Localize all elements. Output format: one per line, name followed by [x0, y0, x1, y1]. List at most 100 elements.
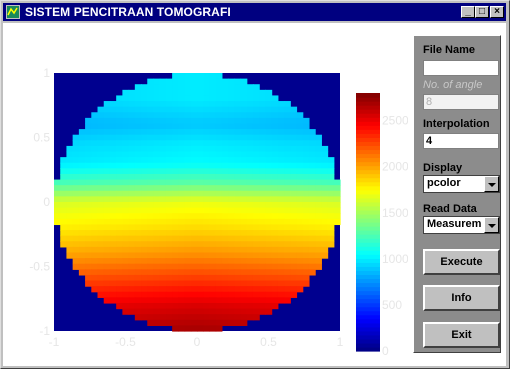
heatmap-cell — [203, 258, 211, 265]
heatmap-cell — [259, 280, 266, 287]
heatmap-cell — [165, 230, 173, 237]
heatmap-cell — [221, 246, 229, 254]
maximize-button[interactable]: □ — [475, 6, 489, 18]
heatmap-cell — [234, 145, 242, 153]
heatmap-cell — [159, 78, 167, 85]
heatmap-cell — [240, 145, 248, 153]
heatmap-cell — [109, 168, 117, 175]
heatmap-cell — [259, 162, 266, 169]
heatmap-cell — [78, 235, 86, 242]
heatmap-cell — [78, 134, 86, 141]
heatmap-cell — [85, 213, 92, 220]
minimize-icon: _ — [465, 6, 471, 17]
heatmap-cell — [333, 185, 341, 192]
info-button[interactable]: Info — [423, 285, 500, 311]
heatmap-cell — [153, 173, 161, 181]
heatmap-cell — [165, 157, 173, 164]
heatmap-cell — [234, 112, 242, 119]
heatmap-cell — [302, 134, 310, 141]
heatmap-cell — [302, 140, 310, 147]
heatmap-cell — [128, 291, 136, 298]
heatmap-cell — [190, 274, 198, 282]
heatmap-cell — [327, 213, 335, 220]
heatmap-cell — [246, 291, 254, 298]
heatmap-cell — [116, 246, 123, 254]
colorbar-segment — [356, 274, 380, 280]
heatmap-cell — [122, 179, 130, 186]
heatmap-cell — [159, 213, 167, 220]
heatmap-cell — [234, 297, 242, 304]
close-button[interactable]: × — [490, 6, 504, 18]
heatmap-cell — [296, 218, 304, 226]
heatmap-cell — [128, 117, 136, 125]
heatmap-cell — [134, 302, 142, 310]
display-dropdown-button[interactable] — [484, 176, 499, 192]
heatmap-cell — [228, 297, 235, 304]
heatmap-cell — [190, 185, 198, 192]
file-name-input[interactable] — [423, 60, 499, 76]
heatmap-cell — [290, 218, 298, 226]
minimize-button[interactable]: _ — [461, 6, 475, 18]
heatmap-cell — [103, 263, 111, 270]
heatmap-cell — [290, 241, 298, 248]
heatmap-cell — [103, 286, 111, 293]
heatmap-cell — [203, 151, 211, 158]
heatmap-cell — [271, 185, 279, 192]
read-data-dropdown[interactable]: Measurem — [423, 216, 500, 234]
heatmap-cell — [128, 157, 136, 164]
heatmap-cell — [184, 145, 192, 153]
heatmap-cell — [109, 123, 117, 130]
heatmap-cell — [252, 117, 260, 125]
heatmap-cell — [178, 280, 186, 287]
heatmap-cell — [116, 123, 123, 130]
heatmap-cell — [184, 263, 192, 270]
heatmap-cell — [190, 179, 198, 186]
heatmap-cell — [327, 173, 335, 181]
heatmap-cell — [315, 162, 322, 169]
heatmap-cell — [153, 117, 161, 125]
heatmap-cell — [190, 297, 198, 304]
heatmap-cell — [153, 179, 161, 186]
heatmap-cell — [215, 280, 223, 287]
heatmap-cell — [234, 157, 242, 164]
heatmap-cell — [165, 140, 173, 147]
heatmap-cell — [134, 179, 142, 186]
heatmap-cell — [333, 202, 341, 209]
heatmap-cell — [290, 134, 298, 141]
heatmap-cell — [265, 112, 273, 119]
heatmap-cell — [190, 157, 198, 164]
heatmap-cell — [308, 269, 316, 276]
heatmap-cell — [215, 101, 223, 108]
heatmap-cell — [153, 190, 161, 197]
heatmap-cell — [246, 95, 254, 102]
display-dropdown[interactable]: pcolor — [423, 175, 500, 193]
heatmap-cell — [215, 117, 223, 125]
heatmap-cell — [141, 145, 148, 153]
heatmap-cell — [128, 207, 136, 214]
heatmap-cell — [277, 280, 285, 287]
heatmap-cell — [190, 162, 198, 169]
heatmap-cell — [141, 112, 148, 119]
x-tick-label: -1 — [49, 335, 60, 349]
heatmap-cell — [209, 274, 217, 282]
exit-button[interactable]: Exit — [423, 322, 500, 348]
heatmap-cell — [321, 168, 329, 175]
heatmap-cell — [165, 213, 173, 220]
heatmap-cell — [172, 202, 179, 209]
heatmap-cell — [134, 117, 142, 125]
heatmap-cell — [178, 145, 186, 153]
heatmap-cell — [60, 196, 68, 203]
heatmap-cell — [85, 274, 92, 282]
heatmap-cell — [97, 112, 105, 119]
execute-button[interactable]: Execute — [423, 249, 500, 275]
heatmap-cell — [234, 263, 242, 270]
heatmap-cell — [159, 151, 167, 158]
angles-input[interactable]: 8 — [423, 94, 499, 110]
heatmap-cell — [153, 314, 161, 321]
colorbar-segment — [356, 238, 380, 243]
interpolation-input[interactable]: 4 — [423, 133, 499, 149]
heatmap-cell — [228, 286, 235, 293]
read-data-dropdown-button[interactable] — [484, 217, 499, 233]
heatmap-cell — [165, 162, 173, 169]
title-bar[interactable]: SISTEM PENCITRAAN TOMOGRAFI _ □ × — [3, 3, 506, 21]
